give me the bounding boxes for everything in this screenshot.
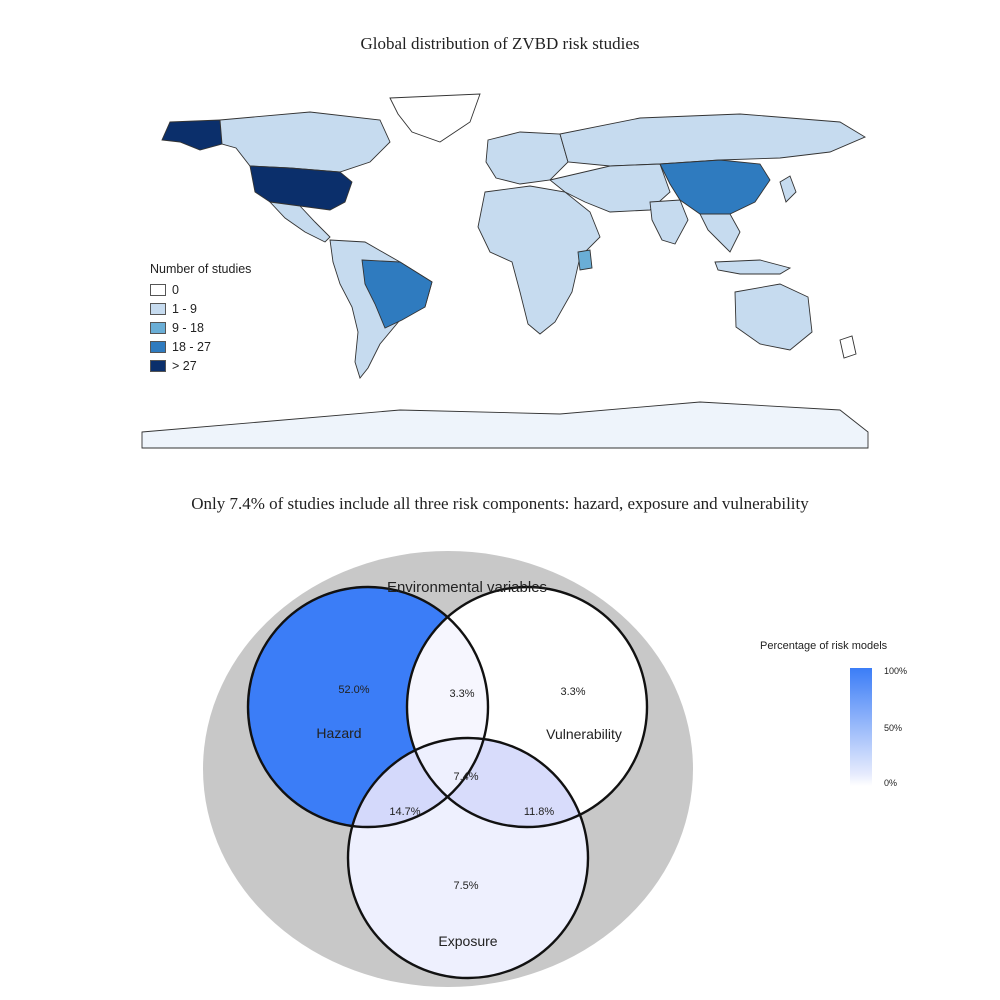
- indonesia: [714, 259, 792, 275]
- alaska: [161, 119, 223, 151]
- hazard-vulnerability-value: 3.3%: [449, 688, 474, 700]
- colorbar-tick: 100%: [884, 666, 908, 676]
- colorbar-tick: 0%: [884, 778, 898, 788]
- antarctica: [141, 401, 869, 449]
- vulnerability-circle-outline: [405, 585, 649, 829]
- colorbar-gradient: [850, 668, 872, 786]
- southeast-asia: [699, 213, 741, 253]
- vulnerability-only-value: 3.3%: [560, 686, 585, 698]
- africa: [477, 185, 601, 335]
- venn-diagram: Environmental variables Hazard Vulnerabi…: [203, 551, 693, 987]
- legend-swatch: [150, 283, 166, 296]
- middle-east: [548, 163, 671, 213]
- exposure-only-value: 7.5%: [453, 880, 478, 892]
- map-legend-item: > 27: [150, 356, 251, 375]
- map-title: Global distribution of ZVBD risk studies: [360, 34, 640, 53]
- map-legend-title: Number of studies: [150, 262, 252, 276]
- legend-swatch: [150, 321, 166, 334]
- russia: [559, 113, 866, 167]
- legend-label: > 27: [172, 358, 197, 373]
- china: [659, 159, 771, 215]
- map-legend: Number of studies 0 1 - 9 9 - 18 18 - 27…: [150, 262, 251, 375]
- map-legend-item: 0: [150, 280, 251, 299]
- hazard-label: Hazard: [316, 725, 361, 741]
- usa: [249, 165, 353, 211]
- vulnerability-label: Vulnerability: [546, 726, 622, 742]
- new-zealand: [839, 335, 857, 359]
- map-legend-item: 18 - 27: [150, 337, 251, 356]
- greenland: [389, 93, 481, 143]
- world-map: [141, 93, 869, 449]
- mexico: [268, 201, 331, 243]
- kenya: [577, 249, 593, 271]
- vulnerability-exposure-value: 11.8%: [524, 806, 555, 818]
- legend-label: 1 - 9: [172, 301, 198, 316]
- brazil: [361, 259, 433, 329]
- colorbar-tick: 50%: [884, 723, 903, 733]
- colorbar-title: Percentage of risk models: [760, 640, 888, 652]
- percentage-colorbar: Percentage of risk models 100% 50% 0%: [760, 640, 907, 788]
- europe: [485, 131, 569, 185]
- exposure-label: Exposure: [438, 933, 497, 949]
- hazard-exposure-value: 14.7%: [389, 806, 420, 818]
- legend-label: 18 - 27: [172, 339, 211, 354]
- legend-swatch: [150, 340, 166, 353]
- outer-label: Environmental variables: [387, 579, 547, 596]
- hazard-only-value: 52.0%: [338, 684, 369, 696]
- hazard-circle-outline: [246, 585, 490, 829]
- legend-label: 0: [172, 282, 179, 297]
- legend-swatch: [150, 302, 166, 315]
- legend-label: 9 - 18: [172, 320, 204, 335]
- canada: [219, 111, 391, 173]
- map-legend-item: 9 - 18: [150, 318, 251, 337]
- legend-swatch: [150, 359, 166, 372]
- all-three-value: 7.4%: [453, 771, 478, 783]
- venn-title: Only 7.4% of studies include all three r…: [191, 494, 809, 513]
- india: [649, 199, 689, 245]
- japan: [779, 175, 797, 203]
- hazard-exposure-region: [348, 738, 488, 827]
- australia: [734, 283, 813, 351]
- map-legend-item: 1 - 9: [150, 299, 251, 318]
- exposure-circle-outline: [346, 736, 590, 980]
